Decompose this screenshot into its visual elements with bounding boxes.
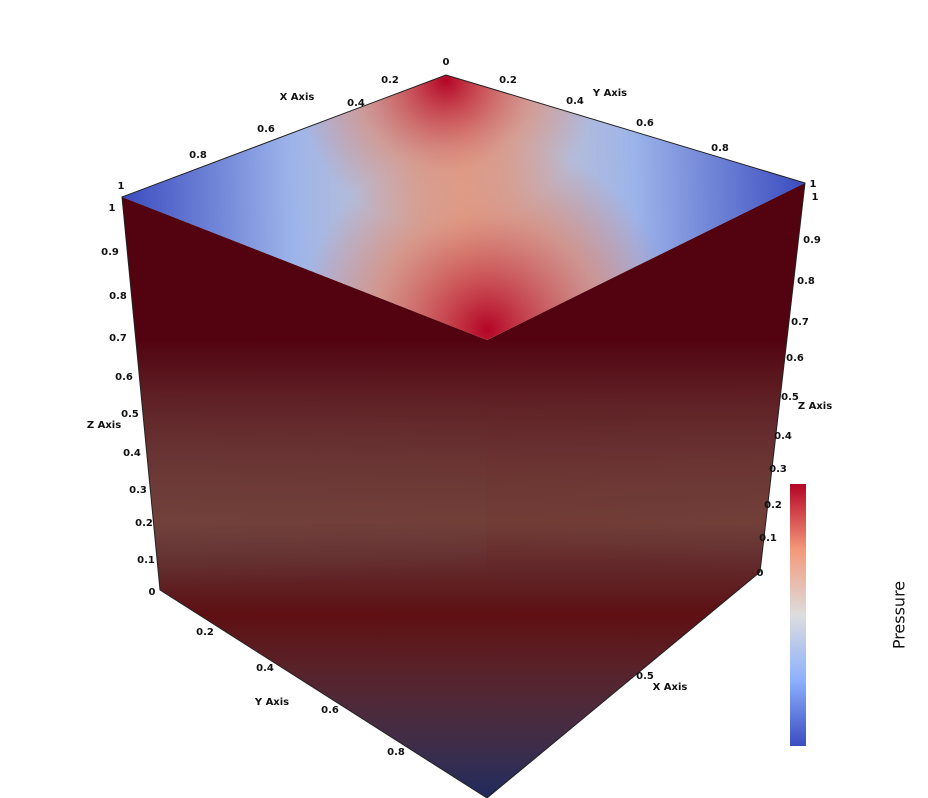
axis-title: Z Axis <box>798 401 832 412</box>
axis-tick-label: 1 <box>812 192 819 203</box>
axis-tick-label: 0.9 <box>803 235 821 246</box>
axis-tick-label: 0.2 <box>764 500 782 511</box>
axis-tick-label: 0 <box>757 568 764 579</box>
axis-title: X Axis <box>653 682 688 693</box>
axis-tick-label: 0.2 <box>196 627 214 638</box>
axis-tick-label: 0.6 <box>786 353 804 364</box>
axis-tick-label: 0.7 <box>791 317 809 328</box>
axis-title: X Axis <box>280 92 315 103</box>
axis-tick-label: 0 <box>149 587 156 598</box>
axis-tick-label: 0.9 <box>101 247 119 258</box>
axis-tick-label: 0.6 <box>257 124 275 135</box>
axis-tick-label: 0.1 <box>759 533 777 544</box>
axis-tick-label: 0.4 <box>347 98 365 109</box>
axis-tick-label: 0.3 <box>769 464 787 475</box>
axis-tick-label: 0.4 <box>256 663 274 674</box>
axis-title: Y Axis <box>592 88 627 99</box>
axis-tick-label: 0.5 <box>121 409 139 420</box>
axis-tick-label: 0.8 <box>109 291 127 302</box>
axis-title: Y Axis <box>254 697 289 708</box>
axis-tick-label: 0.7 <box>109 333 127 344</box>
axis-tick-label: 0.5 <box>781 392 799 403</box>
axis-tick-label: 0 <box>443 57 450 68</box>
axis-tick-label: 0.6 <box>321 705 339 716</box>
cube <box>121 74 806 798</box>
axis-tick-label: 0.8 <box>711 143 729 154</box>
axis-tick-label: 0.2 <box>135 518 153 529</box>
top-face-red-back <box>122 75 805 340</box>
axis-tick-label: 0.2 <box>499 75 517 86</box>
cube-outline <box>121 74 806 798</box>
color-bar: Pressure <box>790 484 909 746</box>
axis-tick-label: 1 <box>118 181 125 192</box>
right-face-shade <box>487 183 805 798</box>
axis-tick-label: 1 <box>810 179 817 190</box>
axes: X Axis 0 0.2 0.4 0.6 0.8 1 Y Axis 0.2 0.4 0.6 0.8 1 Z… <box>87 57 832 758</box>
left-face-shade <box>122 197 487 798</box>
axis-tick-label: 0.8 <box>189 150 207 161</box>
axis-tick-label: 0.6 <box>115 372 133 383</box>
axis-tick-label: 0.4 <box>774 431 792 442</box>
axis-tick-label: 0.2 <box>381 75 399 86</box>
axis-tick-label: 0.8 <box>797 276 815 287</box>
color-bar-title: Pressure <box>890 581 909 649</box>
axis-tick-label: 0.4 <box>566 96 584 107</box>
axis-tick-label: 0.5 <box>636 671 654 682</box>
color-bar-gradient <box>790 484 806 746</box>
axis-tick-label: 0.8 <box>387 747 405 758</box>
axis-tick-label: 0.1 <box>137 555 155 566</box>
axis-tick-label: 0.4 <box>123 448 141 459</box>
axis-title: Z Axis <box>87 420 121 431</box>
axis-tick-label: 1 <box>109 203 116 214</box>
axis-tick-label: 0.3 <box>129 485 147 496</box>
axis-tick-label: 0.6 <box>636 118 654 129</box>
